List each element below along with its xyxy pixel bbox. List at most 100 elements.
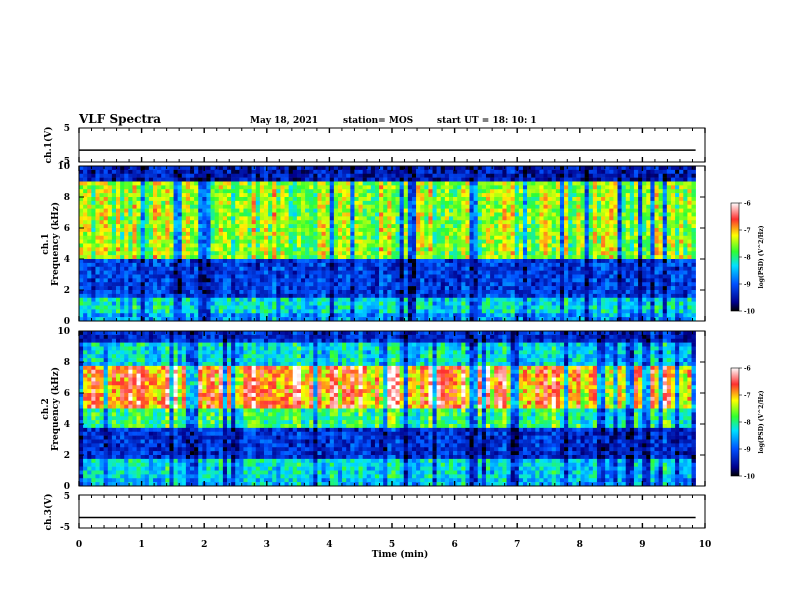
spectrogram-cell: [226, 173, 232, 178]
spectrogram-cell: [144, 266, 150, 271]
spectrogram-cell: [609, 266, 614, 271]
spectrogram-cell: [535, 200, 540, 206]
spectrogram-cell: [424, 270, 429, 275]
spectrogram-cell: [140, 185, 146, 190]
spectrogram-cell: [218, 181, 224, 186]
spectrogram-cell: [263, 181, 269, 186]
spectrogram-cell: [687, 282, 692, 287]
spectrogram-cell: [485, 274, 491, 279]
spectrogram-cell: [235, 282, 240, 287]
spectrogram-cell: [691, 243, 696, 248]
spectrogram-cell: [522, 286, 528, 291]
spectrogram-cell: [189, 278, 195, 283]
spectrogram-cell: [259, 247, 265, 252]
spectrogram-cell: [679, 282, 684, 287]
spectrogram-cell: [161, 200, 166, 206]
spectrogram-cell: [95, 243, 100, 248]
spectrogram-cell: [453, 220, 458, 225]
spectrogram-cell: [654, 286, 659, 291]
spectrogram-cell: [243, 243, 248, 248]
spectrogram-cell: [370, 169, 376, 175]
spectrogram-cell: [584, 278, 590, 283]
spectrogram-cell: [99, 197, 104, 202]
spectrogram-cell: [124, 173, 129, 178]
spectrogram-cell: [321, 286, 326, 291]
spectrogram-cell: [432, 251, 437, 256]
spectrogram-cell: [284, 255, 289, 260]
spectrogram-cell: [555, 251, 561, 256]
spectrogram-cell: [617, 255, 622, 260]
spectrogram-cell: [596, 290, 602, 295]
spectrogram-cell: [477, 255, 483, 260]
spectrogram-cell: [551, 239, 557, 244]
spectrogram-cell: [226, 247, 232, 252]
spectrogram-cell: [559, 290, 565, 295]
spectrogram-cell: [633, 270, 639, 275]
spectrogram-cell: [465, 255, 470, 260]
spectrogram-cell: [165, 235, 170, 240]
spectrogram-cell: [235, 259, 240, 264]
spectrogram-cell: [609, 169, 614, 175]
spectrogram-cell: [543, 169, 548, 175]
spectrogram-cell: [679, 197, 684, 202]
spectrogram-cell: [148, 197, 154, 202]
spectrogram-cell: [596, 173, 602, 178]
spectrogram-cell: [444, 259, 450, 264]
spectrogram-cell: [263, 278, 269, 283]
spectrogram-cell: [527, 193, 532, 198]
spectrogram-cell: [280, 228, 285, 233]
spectrogram-cell: [424, 262, 429, 268]
spectrogram-cell: [559, 262, 565, 268]
spectrogram-cell: [642, 228, 647, 233]
spectrogram-cell: [292, 286, 298, 291]
spectrogram-cell: [210, 290, 215, 295]
spectrogram-cell: [617, 220, 622, 225]
spectrogram-cell: [358, 239, 363, 244]
spectrogram-cell: [494, 262, 499, 268]
spectrogram-cell: [276, 216, 281, 221]
spectrogram-cell: [198, 235, 203, 240]
spectrogram-cell: [605, 173, 610, 178]
spectrogram-cell: [502, 278, 507, 283]
spectrogram-cell: [469, 166, 474, 171]
spectrogram-cell: [498, 208, 503, 213]
spectrogram-cell: [691, 282, 696, 287]
spectrogram-cell: [391, 220, 396, 225]
spectrogram-cell: [148, 290, 154, 295]
spectrogram-cell: [346, 278, 351, 283]
spectrogram-cell: [535, 231, 540, 237]
spectrogram-cell: [461, 169, 466, 175]
spectrogram-cell: [194, 290, 199, 295]
spectrogram-cell: [506, 212, 511, 217]
spectrogram-cell: [202, 231, 207, 237]
spectrogram-cell: [165, 259, 170, 264]
spectrogram-cell: [457, 189, 462, 194]
spectrogram-cell: [305, 216, 310, 221]
spectrogram-cell: [646, 177, 651, 182]
spectrogram-cell: [284, 251, 289, 256]
spectrogram-cell: [268, 243, 273, 248]
spectrogram-cell: [95, 255, 100, 260]
spectrogram-cell: [111, 220, 117, 225]
spectrogram-cell: [337, 200, 343, 206]
spectrogram-cell: [305, 231, 310, 237]
spectrogram-cell: [251, 243, 257, 248]
spectrogram-cell: [280, 243, 285, 248]
spectrogram-cell: [502, 224, 507, 229]
spectrogram-cell: [202, 259, 207, 264]
spectrogram-cell: [605, 286, 610, 291]
spectrogram-cell: [518, 169, 524, 175]
spectrogram-cell: [231, 200, 236, 206]
spectrogram-cell: [617, 189, 622, 194]
spectrogram-cell: [687, 200, 692, 206]
spectrogram-cell: [555, 274, 561, 279]
spectrogram-cell: [387, 231, 392, 237]
spectrogram-cell: [107, 282, 113, 287]
spectrogram-cell: [189, 208, 195, 213]
spectrogram-cell: [629, 270, 635, 275]
spectrogram-cell: [124, 197, 129, 202]
spectrogram-cell: [428, 177, 433, 182]
spectrogram-cell: [144, 224, 150, 229]
spectrogram-cell: [161, 293, 166, 299]
spectrogram-cell: [288, 220, 294, 225]
